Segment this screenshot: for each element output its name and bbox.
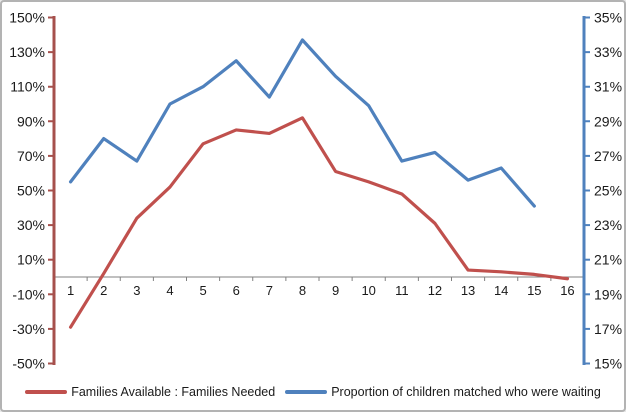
svg-text:13: 13	[461, 283, 475, 298]
svg-text:29%: 29%	[594, 113, 622, 129]
svg-text:150%: 150%	[9, 10, 45, 26]
children-waiting-series-line	[68, 38, 536, 208]
svg-text:31%: 31%	[594, 79, 622, 95]
svg-text:-50%: -50%	[12, 356, 45, 372]
svg-text:9: 9	[332, 283, 339, 298]
svg-text:10%: 10%	[17, 252, 45, 268]
families-ratio-series-line	[68, 116, 570, 329]
svg-text:14: 14	[494, 283, 508, 298]
svg-text:-30%: -30%	[12, 321, 45, 337]
svg-text:25%: 25%	[594, 183, 622, 199]
left-axis: 150% 130% 110% 90% 70% 50% 30% 10% -10% -30% -50%	[9, 10, 56, 372]
legend-label-children-waiting: Proportion of children matched who were …	[331, 385, 601, 399]
svg-text:15: 15	[527, 283, 541, 298]
svg-text:50%: 50%	[17, 183, 45, 199]
legend-item-families-ratio: Families Available : Families Needed	[25, 385, 275, 399]
svg-text:5: 5	[199, 283, 206, 298]
legend-item-children-waiting: Proportion of children matched who were …	[285, 385, 601, 399]
svg-text:4: 4	[166, 283, 173, 298]
svg-text:8: 8	[299, 283, 306, 298]
svg-text:7: 7	[266, 283, 273, 298]
svg-text:23%: 23%	[594, 217, 622, 233]
legend-label-families-ratio: Families Available : Families Needed	[71, 385, 276, 399]
svg-text:3: 3	[133, 283, 140, 298]
svg-text:21%: 21%	[594, 252, 622, 268]
svg-text:17%: 17%	[594, 321, 622, 337]
legend-swatch-children-waiting	[285, 390, 328, 394]
svg-text:15%: 15%	[594, 356, 622, 372]
svg-text:10: 10	[361, 283, 375, 298]
svg-text:2: 2	[100, 283, 107, 298]
svg-text:19%: 19%	[594, 286, 622, 302]
svg-text:-10%: -10%	[12, 286, 45, 302]
svg-text:130%: 130%	[9, 44, 45, 60]
svg-text:12: 12	[428, 283, 442, 298]
svg-text:90%: 90%	[17, 113, 45, 129]
svg-text:6: 6	[233, 283, 240, 298]
legend-swatch-families-ratio	[25, 390, 68, 394]
svg-text:27%: 27%	[594, 148, 622, 164]
svg-text:11: 11	[395, 283, 409, 298]
legend: Families Available : Families Needed Pro…	[2, 381, 624, 403]
svg-text:16: 16	[560, 283, 574, 298]
svg-text:30%: 30%	[17, 217, 45, 233]
svg-text:1: 1	[67, 283, 74, 298]
svg-text:110%: 110%	[10, 79, 45, 95]
svg-text:33%: 33%	[594, 44, 622, 60]
svg-text:70%: 70%	[17, 148, 45, 164]
svg-text:35%: 35%	[594, 10, 622, 26]
x-axis: 1 2 3 4 5 6 7 8 9 10 11 12 13 14 15 16	[53, 276, 585, 298]
right-axis: 35% 33% 31% 29% 27% 25% 23% 21% 19% 17% 15%	[582, 10, 622, 372]
